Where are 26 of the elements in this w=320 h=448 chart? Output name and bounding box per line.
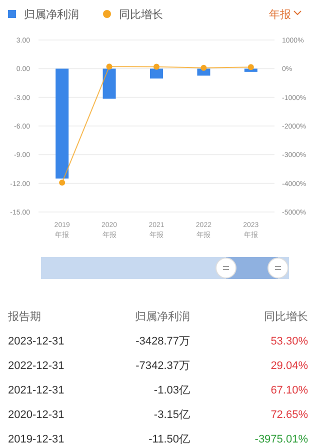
point <box>200 64 207 71</box>
text: 2023-12-31 <box>8 336 64 348</box>
text: 2022-12-31 <box>8 360 64 372</box>
point <box>59 180 66 186</box>
text: -3975.01% <box>254 434 308 446</box>
text: -7342.37万 <box>136 360 190 372</box>
text: 53.30% <box>270 336 308 348</box>
text: 72.65% <box>270 409 308 421</box>
point <box>106 64 112 70</box>
text: 同比增长 <box>264 310 308 323</box>
text: -3.15亿 <box>154 409 190 421</box>
point <box>154 64 160 70</box>
text: 归属净利润 <box>135 310 190 323</box>
text: -3428.77万 <box>136 336 190 348</box>
text: 67.10% <box>270 384 308 396</box>
text: 29.04% <box>270 360 308 372</box>
legend-label: 归属净利润 <box>24 8 79 21</box>
text: 2021-12-31 <box>8 384 64 396</box>
text: -11.50亿 <box>148 434 190 446</box>
text: -1.03亿 <box>154 384 190 396</box>
text: 2019-12-31 <box>8 434 64 446</box>
point <box>248 64 254 70</box>
text: 年报 <box>269 9 291 21</box>
text: 报告期 <box>7 310 41 323</box>
legend-label: 同比增长 <box>119 8 163 21</box>
text: 2020-12-31 <box>8 409 64 421</box>
